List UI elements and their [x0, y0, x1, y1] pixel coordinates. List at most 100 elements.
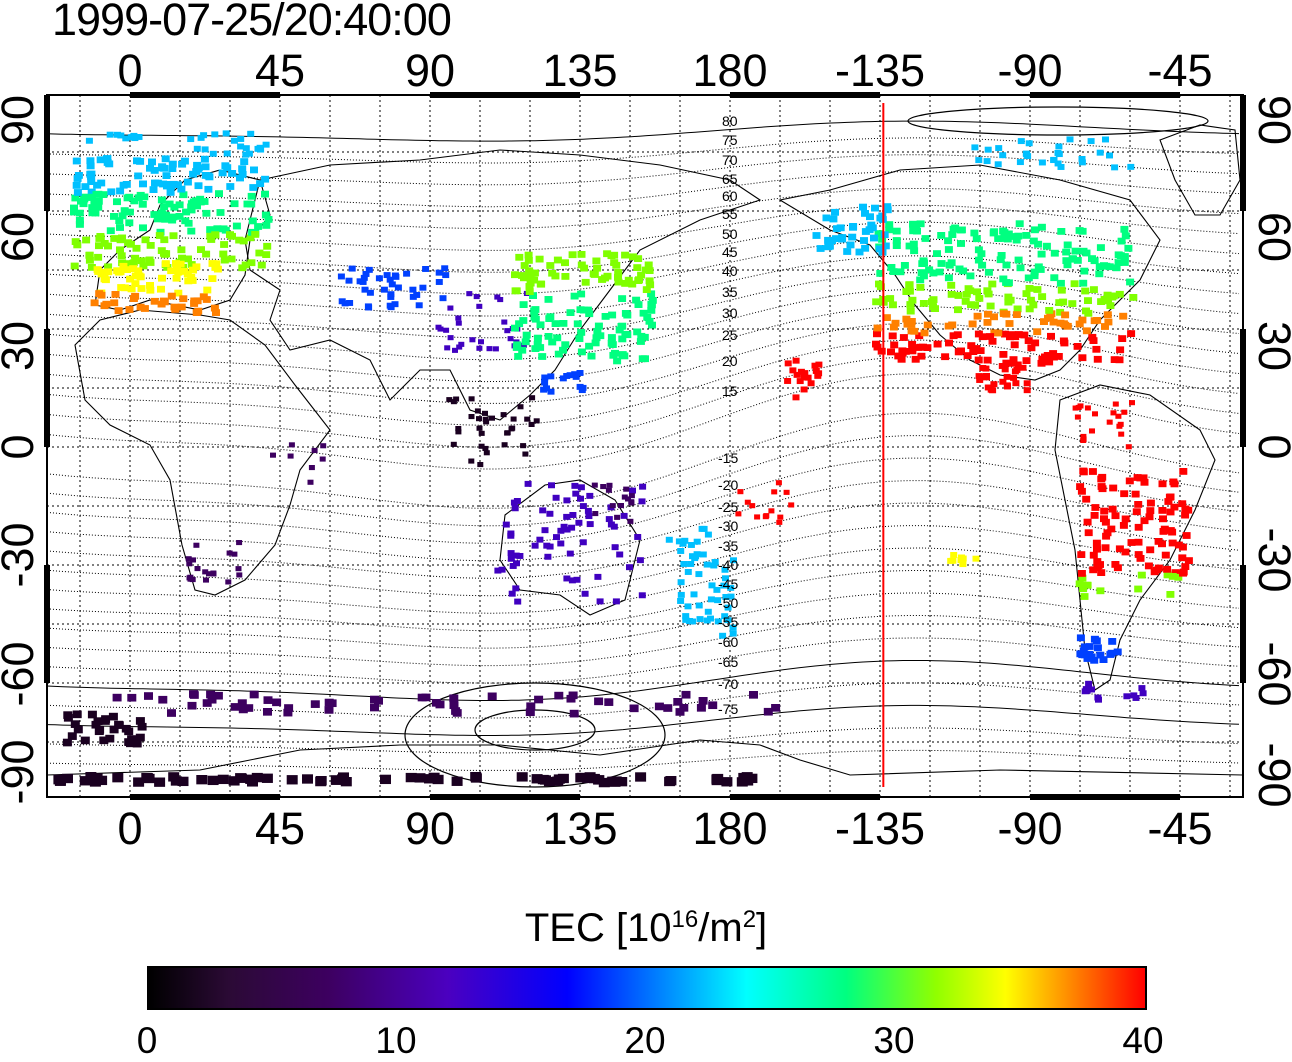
tec-point [157, 209, 166, 217]
tec-point [201, 163, 210, 171]
tec-point [482, 445, 489, 451]
tec-point [519, 317, 528, 324]
tec-point [1083, 687, 1091, 694]
tec-point [494, 294, 501, 300]
colorbar-label-exp: 16 [671, 906, 699, 933]
tec-point [223, 164, 232, 171]
tec-point [563, 497, 571, 504]
tec-point [898, 347, 907, 355]
tec-point [877, 347, 886, 355]
tec-point [695, 602, 703, 609]
tec-point [361, 286, 369, 293]
tec-point [444, 345, 451, 351]
tec-point [614, 269, 623, 276]
tec-point [544, 333, 553, 340]
tec-point [482, 410, 488, 416]
tec-point [639, 483, 647, 490]
tec-point [1030, 272, 1039, 280]
tec-point [375, 275, 383, 282]
tec-point [974, 246, 983, 254]
tec-point [90, 299, 99, 307]
tec-point [166, 189, 175, 196]
tec-point [236, 572, 243, 578]
tec-point [552, 776, 564, 786]
tec-point [1088, 686, 1095, 693]
tec-point [226, 183, 235, 190]
tec-point [1094, 694, 1102, 701]
tec-point [645, 267, 654, 274]
tec-point [1049, 350, 1058, 357]
tec-point [167, 267, 176, 275]
tec-point [1127, 539, 1136, 546]
tec-point [72, 182, 81, 189]
tec-point [1073, 343, 1082, 350]
tec-point [1108, 293, 1117, 301]
tec-point [244, 704, 254, 712]
tec-point [581, 590, 589, 597]
tec-point [109, 725, 119, 734]
tec-point [79, 776, 91, 786]
tec-point [703, 561, 711, 568]
tec-point [967, 342, 976, 349]
tec-point [610, 251, 619, 259]
tec-point [906, 301, 915, 308]
tec-point [108, 712, 118, 721]
tec-point [187, 136, 195, 143]
tec-point [138, 200, 147, 208]
contour-label: -75 [718, 701, 738, 717]
y-tick-left: 90 [0, 94, 43, 146]
tec-point [169, 213, 178, 221]
tec-point [106, 227, 115, 235]
tec-point [963, 352, 972, 359]
tec-point [169, 232, 178, 240]
tec-point [1059, 298, 1068, 306]
tec-point [263, 242, 272, 250]
tec-point [105, 734, 115, 743]
tec-point [62, 773, 73, 784]
tec-point [177, 185, 186, 193]
tec-point [831, 208, 839, 216]
tec-point [544, 296, 553, 303]
tec-point [1159, 515, 1167, 523]
tec-point [212, 260, 221, 268]
tec-point [203, 577, 209, 583]
frame-bar [44, 95, 50, 211]
contour-line [47, 171, 1240, 208]
tec-point [302, 774, 313, 784]
tec-point [348, 265, 356, 272]
tec-point [1044, 314, 1052, 322]
x-tick-top: 45 [254, 45, 306, 96]
tec-point [596, 332, 605, 340]
tec-point [287, 453, 294, 459]
contour-line [47, 339, 1240, 426]
x-tick-bottom: -45 [1147, 803, 1213, 854]
tec-point [1078, 354, 1087, 362]
tec-point [547, 388, 555, 395]
tec-point [546, 262, 555, 269]
tec-point [206, 232, 215, 240]
tec-point [331, 775, 343, 785]
tec-point [525, 283, 534, 290]
tec-point [237, 143, 245, 150]
tec-point [86, 162, 95, 170]
tec-point [999, 378, 1007, 385]
tec-point [501, 319, 508, 325]
tec-point [1163, 571, 1172, 579]
tec-point [248, 217, 257, 225]
tec-point [580, 306, 588, 314]
tec-point [860, 237, 868, 244]
tec-point [1119, 522, 1128, 529]
tec-point [131, 254, 140, 262]
tec-point [386, 276, 394, 283]
tec-point [1084, 529, 1093, 537]
tec-point [1011, 368, 1019, 375]
tec-point [972, 235, 981, 243]
tec-point [620, 512, 628, 519]
tec-point [679, 704, 689, 712]
tec-point [272, 698, 282, 707]
tec-point [609, 351, 618, 359]
tec-point [1114, 251, 1123, 259]
tec-point [137, 722, 147, 731]
tec-point [167, 709, 176, 717]
